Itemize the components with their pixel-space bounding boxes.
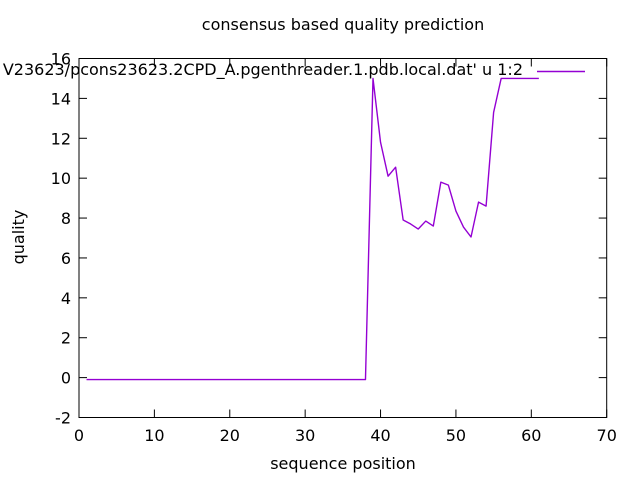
- y-tick-label: 6: [61, 249, 71, 268]
- y-axis-label: quality: [9, 210, 28, 265]
- y-tick-label: 10: [51, 169, 71, 188]
- data-series: [86, 77, 539, 381]
- y-tick-label: 0: [61, 369, 71, 388]
- x-tick-label: 60: [521, 426, 541, 445]
- y-tick-label: 12: [51, 129, 71, 148]
- y-tick-label: 2: [61, 329, 71, 348]
- plot-border: [78, 58, 608, 418]
- x-axis-label: sequence position: [270, 454, 416, 473]
- x-tick-label: 20: [220, 426, 240, 445]
- x-tick-label: 70: [597, 426, 617, 445]
- x-tick-label: 0: [74, 426, 84, 445]
- x-tick-label: 50: [446, 426, 466, 445]
- x-tick-label: 30: [295, 426, 315, 445]
- x-tick-label: 10: [144, 426, 164, 445]
- y-tick-label: -2: [55, 409, 71, 428]
- legend-label: V23623/pcons23623.2CPD_A.pgenthreader.1.…: [3, 60, 523, 80]
- y-tick-label: 4: [61, 289, 71, 308]
- series-line: [86, 77, 539, 381]
- y-tick-label: 16: [51, 50, 71, 69]
- y-tick-label: 8: [61, 209, 71, 228]
- y-tick-label: 14: [51, 89, 71, 108]
- chart-title: consensus based quality prediction: [202, 15, 484, 34]
- x-tick-label: 40: [370, 426, 390, 445]
